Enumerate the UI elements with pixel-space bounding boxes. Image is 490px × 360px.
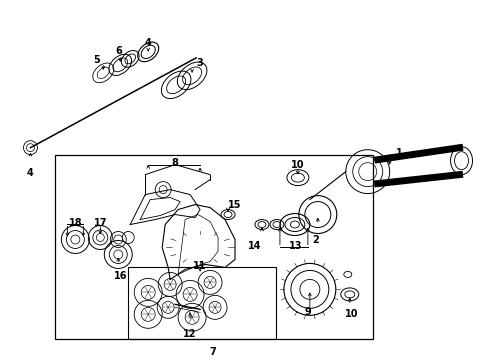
Text: 7: 7	[210, 347, 217, 357]
Text: 18: 18	[69, 217, 82, 228]
Bar	[128, 267, 276, 339]
Text: 4: 4	[145, 38, 151, 48]
Bar	[55, 155, 373, 339]
Text: 1: 1	[396, 148, 403, 158]
Polygon shape	[378, 148, 460, 184]
Text: 10: 10	[345, 309, 359, 319]
Text: 9: 9	[304, 307, 311, 318]
Text: 15: 15	[228, 199, 242, 210]
Text: 3: 3	[196, 58, 203, 68]
Text: 13: 13	[289, 242, 303, 252]
Text: 6: 6	[115, 46, 122, 56]
Text: 5: 5	[93, 55, 99, 65]
Text: 10: 10	[291, 160, 305, 170]
Text: 2: 2	[313, 234, 319, 244]
Text: 16: 16	[114, 271, 127, 282]
Text: 8: 8	[172, 158, 178, 168]
Text: 11: 11	[194, 261, 207, 271]
Text: 14: 14	[248, 242, 262, 252]
Text: 17: 17	[94, 217, 107, 228]
Text: 12: 12	[183, 329, 197, 339]
Text: 4: 4	[27, 168, 34, 177]
